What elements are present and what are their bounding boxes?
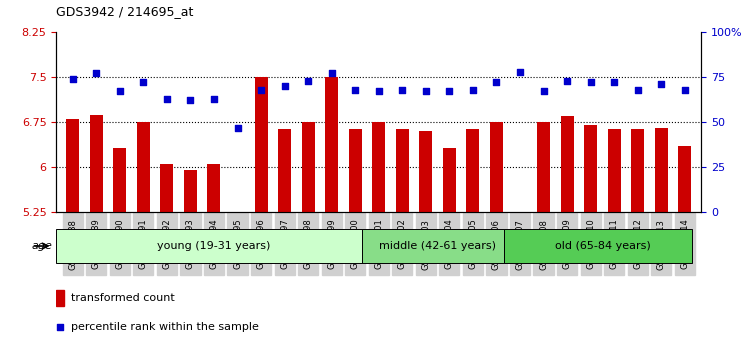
FancyBboxPatch shape: [362, 229, 503, 263]
Point: [54, 325, 66, 330]
Bar: [231, 212, 244, 214]
Bar: [349, 129, 361, 212]
Point: [608, 80, 620, 85]
Bar: [136, 122, 150, 212]
FancyBboxPatch shape: [56, 229, 362, 263]
Text: middle (42-61 years): middle (42-61 years): [379, 241, 496, 251]
Text: age: age: [32, 241, 53, 251]
Text: transformed count: transformed count: [70, 293, 175, 303]
Point: [232, 125, 244, 130]
Text: GDS3942 / 214695_at: GDS3942 / 214695_at: [56, 5, 194, 18]
Text: old (65-84 years): old (65-84 years): [554, 241, 650, 251]
Bar: [184, 170, 197, 212]
Point: [490, 80, 502, 85]
Point: [396, 87, 408, 92]
Text: young (19-31 years): young (19-31 years): [158, 241, 271, 251]
Bar: [208, 164, 220, 212]
Bar: [608, 129, 621, 212]
Point: [373, 88, 385, 94]
Point: [679, 87, 691, 92]
Point: [350, 87, 361, 92]
Bar: [278, 129, 291, 212]
Point: [67, 76, 79, 82]
Point: [656, 81, 668, 87]
Point: [161, 96, 173, 102]
Point: [302, 78, 314, 84]
Point: [137, 80, 149, 85]
Point: [255, 87, 267, 92]
Bar: [678, 146, 692, 212]
Point: [443, 88, 455, 94]
Point: [632, 87, 644, 92]
Bar: [56, 290, 64, 306]
Point: [561, 78, 573, 84]
Bar: [443, 148, 456, 212]
Point: [208, 96, 220, 102]
Bar: [90, 115, 103, 212]
Point: [90, 70, 102, 76]
Point: [420, 88, 432, 94]
Point: [114, 88, 126, 94]
Point: [184, 98, 196, 103]
Text: percentile rank within the sample: percentile rank within the sample: [70, 322, 259, 332]
Bar: [490, 122, 503, 212]
Bar: [326, 77, 338, 212]
FancyBboxPatch shape: [503, 229, 692, 263]
Bar: [419, 131, 432, 212]
Point: [278, 83, 290, 89]
Bar: [302, 122, 314, 212]
Bar: [466, 129, 479, 212]
Point: [467, 87, 479, 92]
Bar: [537, 122, 550, 212]
Bar: [632, 129, 644, 212]
Bar: [160, 164, 173, 212]
Bar: [655, 128, 668, 212]
Bar: [560, 116, 574, 212]
Bar: [254, 77, 268, 212]
Bar: [372, 122, 386, 212]
Bar: [584, 125, 597, 212]
Point: [538, 88, 550, 94]
Bar: [396, 129, 409, 212]
Bar: [66, 119, 80, 212]
Point: [326, 70, 338, 76]
Point: [514, 69, 526, 74]
Point: [584, 80, 596, 85]
Bar: [113, 148, 126, 212]
